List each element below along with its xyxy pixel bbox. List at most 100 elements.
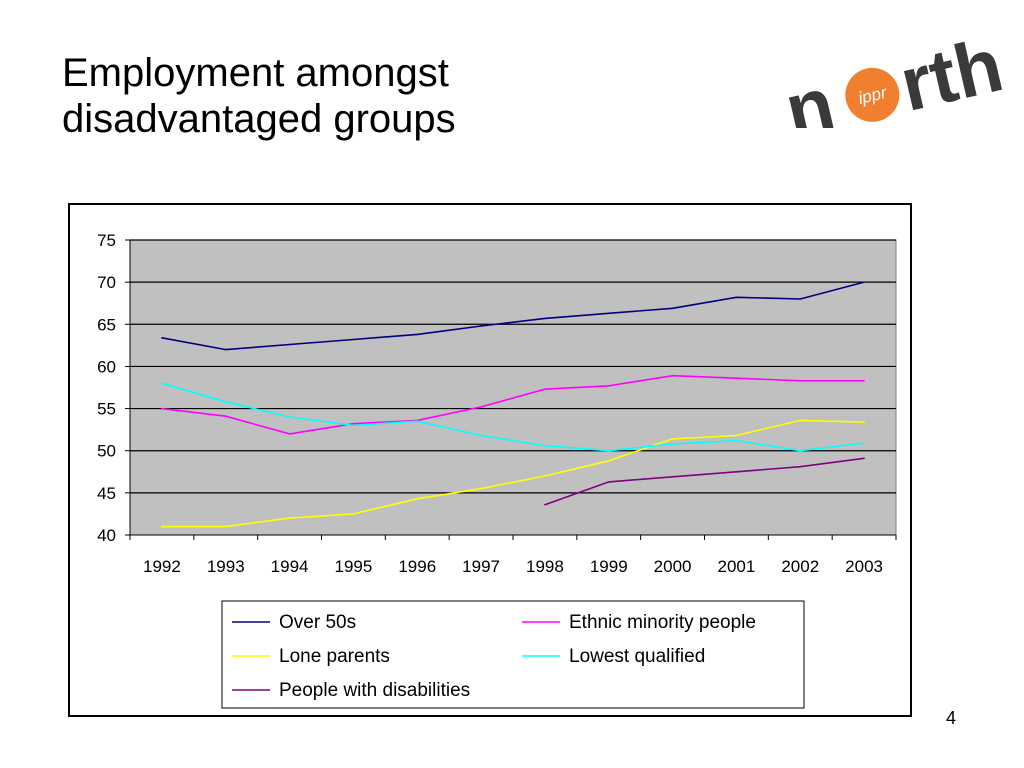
series-line-people-with-disabilities [544,457,865,506]
data-point [799,419,802,422]
data-point [671,438,674,440]
data-point [799,379,802,382]
data-point [863,457,865,460]
data-point [735,377,738,380]
y-tick-label: 55 [97,400,116,419]
data-point [352,424,355,427]
x-tick-label: 1993 [207,557,245,576]
data-point [480,325,482,327]
series-lowest-qualified [161,382,865,452]
y-tick-label: 60 [97,357,116,376]
data-point [352,338,355,341]
legend-label: Lone parents [279,646,390,667]
slide-title-line-1: Employment amongst [62,51,449,95]
data-point [607,385,610,387]
data-point [863,281,865,283]
series-line-over-50s [161,281,865,351]
x-tick-label: 1999 [590,557,628,576]
x-tick-label: 1998 [526,557,564,576]
series-lines [161,281,865,528]
x-tick-label: 1995 [335,557,373,576]
data-point [224,415,227,417]
data-point [161,525,163,528]
data-point [799,449,802,452]
data-point [224,348,227,351]
data-point [671,443,674,445]
data-point [863,442,865,444]
y-tick-label: 40 [97,526,116,545]
x-tick-label: 1994 [271,557,309,576]
legend: Over 50s Ethnic minority people Lone paren… [221,600,805,709]
series-lone-parents [161,419,865,528]
data-point [288,343,291,346]
data-point [607,460,610,462]
data-point [352,422,355,425]
data-point [735,296,738,299]
page-number: 4 [946,708,957,728]
data-point [416,497,419,500]
data-point [544,444,546,447]
data-point [863,421,865,423]
slide-title-line-2: disadvantaged groups [62,97,456,141]
x-tick-label: 2003 [845,557,883,576]
data-point [607,312,610,315]
data-point [799,298,802,300]
x-tick-label: 1997 [462,557,500,576]
y-tick-label: 65 [97,315,116,334]
data-point [352,513,355,515]
data-point [161,382,163,385]
data-point [544,388,546,390]
data-point [480,406,482,408]
axes: 40 45 50 55 60 65 70 75 1992 1993 1994 1995 1996 1997… [97,231,897,576]
data-point [607,449,610,452]
x-tick-label: 1996 [398,557,436,576]
data-point [480,487,482,490]
data-point [607,481,610,483]
legend-label: People with disabilities [279,680,470,701]
legend-label: Lowest qualified [569,646,705,667]
y-tick-label: 45 [97,484,116,503]
y-tick-label: 50 [97,442,116,461]
legend-label: Over 50s [279,612,356,633]
data-point [288,416,291,418]
data-point [288,433,291,435]
y-tick-label: 70 [97,273,116,292]
x-tick-label: 2000 [654,557,692,576]
series-over-50s [161,281,865,351]
legend-label: Ethnic minority people [569,612,756,633]
data-point [416,420,419,423]
x-tick-label: 1992 [143,557,181,576]
series-line-ethnic-minority-people [161,374,865,435]
north-logo: n ippr rth [780,22,1010,128]
data-point [735,470,738,473]
data-point [544,475,546,477]
data-point [416,333,419,336]
series-line-lowest-qualified [161,382,865,452]
series-ethnic-minority-people [161,374,865,435]
data-point [671,476,674,478]
data-point [161,336,163,339]
slide-title: Employment amongst disadvantaged groups [62,50,582,142]
legend-box [221,600,805,709]
data-point [224,525,227,528]
data-point [799,465,802,468]
data-point [671,374,674,377]
data-point [735,439,738,442]
x-tick-label: 2002 [781,557,819,576]
logo-badge [845,67,900,122]
series-line-lone-parents [161,419,865,528]
data-point [480,434,482,437]
data-point [544,317,546,320]
data-point [671,307,674,310]
data-point [224,401,227,403]
series-people-with-disabilities [544,457,865,506]
data-point [735,434,738,437]
plot-area [129,239,897,536]
y-tick-label: 75 [97,231,116,250]
data-point [288,517,291,519]
data-point [544,503,546,506]
data-point [161,407,163,410]
data-point [863,379,865,382]
x-tick-label: 2001 [718,557,756,576]
